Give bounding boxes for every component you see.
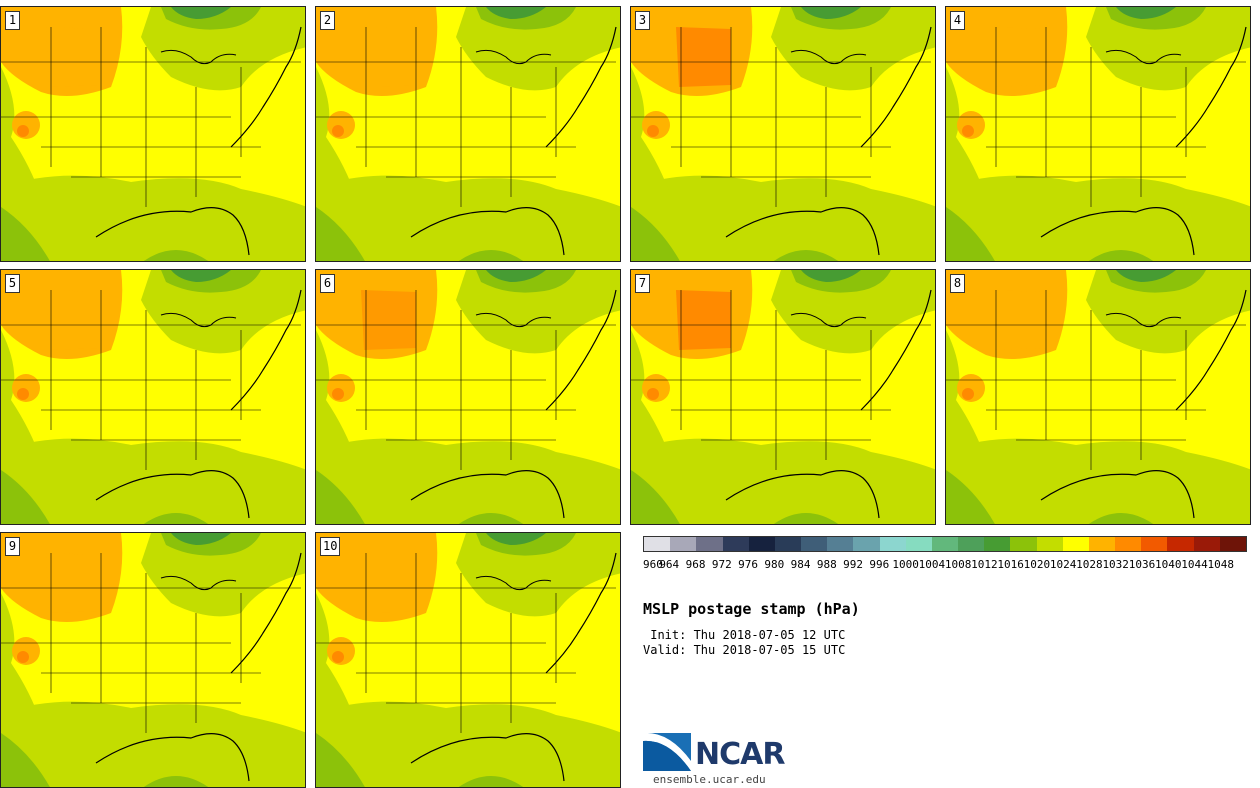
mslp-map-icon	[631, 270, 935, 524]
colorbar-tick-label: 1012	[971, 558, 998, 571]
colorbar-swatch	[1219, 537, 1246, 551]
mslp-map-icon	[316, 270, 620, 524]
colorbar-tick-label: 968	[685, 558, 706, 571]
colorbar-swatch	[722, 537, 749, 551]
ensemble-member-map: 3	[630, 6, 936, 262]
colorbar-swatch	[1167, 537, 1194, 551]
ncar-logo-mark-icon	[643, 732, 691, 771]
member-number-label: 8	[950, 274, 965, 293]
colorbar	[643, 536, 1247, 552]
colorbar-swatch	[801, 537, 828, 551]
member-number-label: 10	[320, 537, 341, 556]
colorbar-tick-label: 996	[869, 558, 890, 571]
colorbar-swatch	[931, 537, 959, 551]
colorbar-tick-label: 1004	[918, 558, 946, 571]
ensemble-member-map: 7	[630, 269, 936, 525]
ensemble-member-map: 2	[315, 6, 621, 262]
colorbar-swatch	[1193, 537, 1220, 551]
member-number-label: 6	[320, 274, 335, 293]
mslp-map-icon	[1, 533, 305, 787]
colorbar-tick-label: 1032	[1102, 558, 1129, 571]
mslp-map-icon	[316, 7, 620, 261]
ensemble-member-map: 9	[0, 532, 306, 788]
ncar-logo: NCAR ensemble.ucar.edu	[643, 731, 793, 787]
member-number-label: 5	[5, 274, 20, 293]
colorbar-swatch	[1088, 537, 1116, 551]
colorbar-swatch	[644, 537, 671, 551]
colorbar-swatch	[1115, 537, 1142, 551]
member-number-label: 7	[635, 274, 650, 293]
colorbar-swatch	[827, 537, 854, 551]
colorbar-tick-label: 1008	[944, 558, 972, 571]
mslp-map-icon	[1, 270, 305, 524]
colorbar-swatch	[696, 537, 723, 551]
colorbar-ticks: 960 964 968 972 976 980 984 988 992 996 1000 1004 10…	[643, 558, 1247, 572]
mslp-map-icon	[946, 7, 1250, 261]
time-info: Init: Thu 2018-07-05 12 UTC Valid: Thu 2…	[643, 628, 845, 658]
ensemble-member-map: 10	[315, 532, 621, 788]
ensemble-member-map: 4	[945, 6, 1251, 262]
colorbar-tick-label: 1016	[997, 558, 1024, 571]
colorbar-swatch	[958, 537, 985, 551]
member-number-label: 1	[5, 11, 20, 30]
ensemble-member-map: 1	[0, 6, 306, 262]
ncar-url: ensemble.ucar.edu	[653, 773, 766, 786]
colorbar-tick-label: 1048	[1207, 558, 1234, 571]
colorbar-tick-label: 1040	[1154, 558, 1182, 571]
colorbar-swatch	[905, 537, 932, 551]
colorbar-tick-label: 960	[643, 558, 663, 571]
mslp-map-icon	[1, 7, 305, 261]
colorbar-swatch	[774, 537, 802, 551]
valid-time: Valid: Thu 2018-07-05 15 UTC	[643, 643, 846, 657]
colorbar-tick-label: 976	[738, 558, 758, 571]
product-title: MSLP postage stamp (hPa)	[643, 600, 860, 618]
init-time: Init: Thu 2018-07-05 12 UTC	[643, 628, 846, 642]
colorbar-swatch	[1010, 537, 1037, 551]
ensemble-member-map: 5	[0, 269, 306, 525]
member-number-label: 4	[950, 11, 965, 30]
colorbar-tick-label: 1020	[1023, 558, 1051, 571]
colorbar-swatch	[853, 537, 880, 551]
colorbar-swatch	[1062, 537, 1089, 551]
ensemble-member-map: 8	[945, 269, 1251, 525]
member-number-label: 9	[5, 537, 20, 556]
colorbar-swatch	[1141, 537, 1168, 551]
colorbar-tick-label: 980	[764, 558, 785, 571]
colorbar-tick-label: 992	[843, 558, 864, 571]
colorbar-tick-label: 1000	[892, 558, 919, 571]
mslp-map-icon	[316, 533, 620, 787]
colorbar-swatch	[670, 537, 697, 551]
member-number-label: 2	[320, 11, 335, 30]
mslp-map-icon	[946, 270, 1250, 524]
colorbar-swatch	[984, 537, 1011, 551]
colorbar-tick-label: 988	[816, 558, 837, 571]
colorbar-swatch	[748, 537, 775, 551]
ncar-logo-text: NCAR	[695, 737, 785, 772]
colorbar-tick-label: 964	[659, 558, 680, 571]
mslp-map-icon	[631, 7, 935, 261]
ensemble-member-map: 6	[315, 269, 621, 525]
colorbar-tick-label: 1024	[1049, 558, 1077, 571]
colorbar-tick-label: 1028	[1076, 558, 1103, 571]
colorbar-tick-label: 1036	[1128, 558, 1156, 571]
member-number-label: 3	[635, 11, 650, 30]
colorbar-swatch	[1036, 537, 1063, 551]
colorbar-swatch	[879, 537, 906, 551]
colorbar-tick-label: 1044	[1181, 558, 1208, 571]
colorbar-tick-label: 972	[711, 558, 732, 571]
colorbar-tick-label: 984	[790, 558, 811, 571]
